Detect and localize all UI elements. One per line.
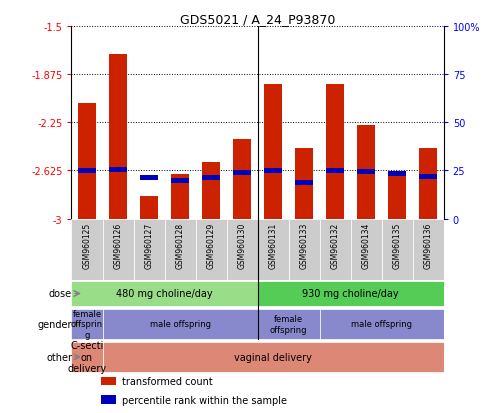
Bar — [202, 163, 220, 219]
Text: dose: dose — [49, 289, 72, 299]
Bar — [326, 85, 345, 219]
Text: gender: gender — [37, 319, 72, 329]
Bar — [357, 126, 376, 219]
Bar — [196, 219, 227, 280]
Bar — [71, 342, 103, 372]
Bar — [319, 219, 351, 280]
Bar — [140, 196, 158, 219]
Text: GSM960128: GSM960128 — [176, 222, 184, 268]
Bar — [295, 180, 314, 186]
Bar — [413, 219, 444, 280]
Bar — [103, 309, 257, 339]
Bar — [108, 168, 127, 173]
Bar — [288, 219, 319, 280]
Bar — [257, 281, 444, 306]
Bar — [326, 169, 345, 173]
Bar — [295, 149, 314, 219]
Bar — [71, 219, 103, 280]
Text: GSM960129: GSM960129 — [207, 222, 215, 268]
Bar — [264, 85, 282, 219]
Text: GSM960131: GSM960131 — [269, 222, 278, 268]
Bar — [134, 219, 165, 280]
Text: other: other — [46, 352, 72, 362]
Bar — [233, 140, 251, 219]
Text: female
offspring: female offspring — [270, 314, 307, 334]
Bar — [351, 219, 382, 280]
Bar — [233, 171, 251, 176]
Bar — [78, 104, 96, 219]
Text: GSM960125: GSM960125 — [82, 222, 92, 268]
Text: female
offsprin
g: female offsprin g — [71, 309, 103, 339]
Text: GSM960127: GSM960127 — [144, 222, 153, 268]
Bar — [101, 395, 116, 404]
Bar — [388, 172, 406, 219]
Bar — [257, 309, 319, 339]
Bar — [101, 377, 116, 385]
Text: GSM960130: GSM960130 — [238, 222, 246, 268]
Bar — [419, 149, 437, 219]
Text: GSM960136: GSM960136 — [423, 222, 433, 268]
Text: 930 mg choline/day: 930 mg choline/day — [302, 289, 399, 299]
Bar — [382, 219, 413, 280]
Text: percentile rank within the sample: percentile rank within the sample — [122, 395, 287, 405]
Text: GSM960134: GSM960134 — [362, 222, 371, 268]
Bar — [419, 174, 437, 179]
Bar — [264, 169, 282, 173]
Text: male offspring: male offspring — [351, 320, 412, 329]
Text: GSM960133: GSM960133 — [300, 222, 309, 268]
Bar — [71, 281, 257, 306]
Bar — [171, 178, 189, 183]
Text: GSM960135: GSM960135 — [392, 222, 402, 268]
Bar — [140, 176, 158, 180]
Bar — [319, 309, 444, 339]
Bar — [227, 219, 257, 280]
Bar — [71, 309, 103, 339]
Bar — [257, 219, 288, 280]
Text: C-secti
on
delivery: C-secti on delivery — [68, 340, 106, 374]
Text: male offspring: male offspring — [149, 320, 211, 329]
Bar — [388, 172, 406, 177]
Bar — [357, 169, 376, 174]
Bar — [165, 219, 196, 280]
Text: 480 mg choline/day: 480 mg choline/day — [116, 289, 213, 299]
Bar — [103, 219, 134, 280]
Bar — [108, 55, 127, 219]
Bar — [171, 174, 189, 219]
Bar — [202, 176, 220, 180]
Bar — [78, 169, 96, 173]
Title: GDS5021 / A_24_P93870: GDS5021 / A_24_P93870 — [180, 13, 335, 26]
Text: GSM960132: GSM960132 — [331, 222, 340, 268]
Text: vaginal delivery: vaginal delivery — [234, 352, 312, 362]
Text: GSM960126: GSM960126 — [113, 222, 123, 268]
Text: transformed count: transformed count — [122, 376, 212, 386]
